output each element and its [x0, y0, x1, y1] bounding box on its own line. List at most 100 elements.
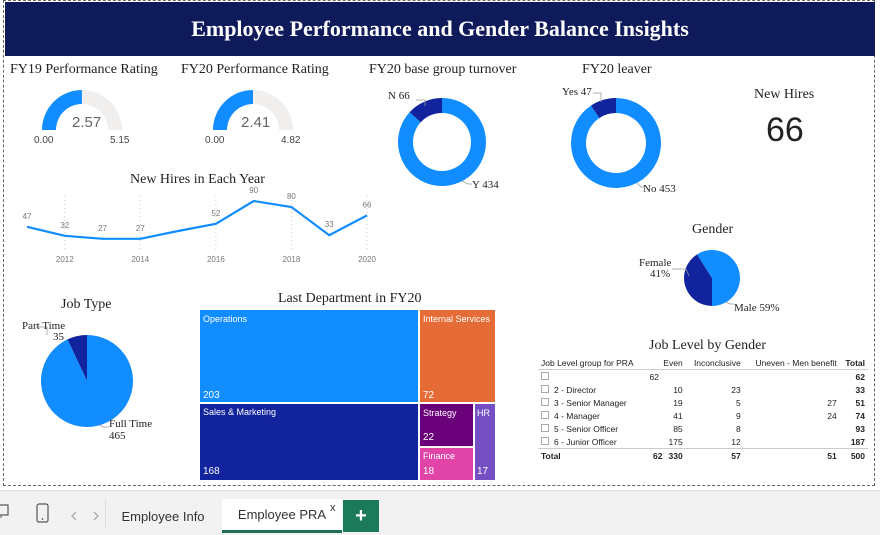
table-cell: 62 — [855, 371, 865, 382]
leaver-donut[interactable] — [571, 92, 661, 188]
table-row: 2 - Director 10 23 33 — [538, 383, 868, 396]
column-header[interactable]: Total — [839, 357, 868, 370]
leader-line — [725, 301, 734, 305]
gauge-fy20[interactable] — [203, 80, 303, 135]
job-type-pie[interactable] — [36, 326, 133, 428]
chevron-left-icon[interactable] — [70, 511, 78, 521]
column-header[interactable]: Uneven - Men benefit — [743, 357, 840, 370]
expand-icon[interactable] — [541, 411, 549, 420]
gender-pie[interactable] — [672, 250, 740, 306]
table-cell — [744, 435, 840, 449]
expand-icon[interactable] — [541, 424, 549, 433]
table-cell: 62 — [649, 371, 659, 382]
new-hires-card-title: New Hires — [754, 87, 815, 102]
turnover-donut[interactable] — [398, 98, 486, 186]
gauge-fill — [213, 90, 253, 130]
add-page-button[interactable]: + — [343, 500, 379, 532]
x-tick-label: 2016 — [207, 255, 225, 264]
tab-employee-info[interactable]: Employee Info — [121, 508, 205, 524]
leader-line — [98, 424, 109, 428]
table-cell: 23 — [731, 384, 741, 395]
table-cell — [744, 370, 840, 384]
expand-icon[interactable] — [541, 437, 549, 446]
treemap-tile-strategy[interactable]: Strategy 22 — [420, 404, 473, 446]
table-total-row: Total 62 330 57 51 500 — [538, 448, 868, 462]
pie-slice-male — [696, 250, 740, 306]
leaver-yes-label: Yes 47 — [562, 86, 592, 98]
column-header[interactable]: Even — [646, 357, 686, 370]
gauge-fy20-title: FY20 Performance Rating — [181, 62, 329, 77]
turnover-title: FY20 base group turnover — [369, 62, 517, 77]
treemap-tile-hr[interactable]: HR 17 — [475, 404, 495, 480]
data-label: 66 — [363, 200, 372, 209]
row-label: 2 - Director — [554, 384, 597, 395]
leader-line — [461, 180, 472, 185]
job-level-title: Job Level by Gender — [649, 338, 767, 353]
table-cell: 74 — [855, 410, 865, 421]
x-tick-label: 2014 — [131, 255, 149, 264]
table-cell: 27 — [827, 397, 837, 408]
table-cell: 175 — [668, 436, 683, 447]
report-canvas: Employee Performance and Gender Balance … — [0, 0, 880, 490]
row-label: 3 - Senior Manager — [554, 397, 627, 408]
donut-slice-n — [409, 98, 442, 123]
table-cell: 187 — [850, 436, 865, 447]
leader-line — [36, 326, 48, 335]
treemap-tile-sales-marketing[interactable]: Sales & Marketing 168 — [200, 404, 418, 480]
leader-line — [672, 268, 690, 277]
chevron-right-icon[interactable] — [92, 511, 100, 521]
data-label: 47 — [23, 212, 32, 221]
row-label: 5 - Senior Officer — [554, 423, 619, 434]
total-even-value: 330 — [668, 450, 683, 461]
gauge-fy20-value: 2.41 — [241, 114, 271, 131]
table-cell — [744, 422, 840, 435]
job-type-part-label: Part Time — [22, 320, 66, 332]
x-tick-label: 2020 — [358, 255, 376, 264]
column-header[interactable]: Inconclusive — [685, 357, 744, 370]
expand-icon[interactable] — [541, 398, 549, 407]
table-cell: 85 — [673, 423, 683, 434]
line-chart-title: New Hires in Each Year — [130, 172, 265, 187]
table-row: 5 - Senior Officer 85 8 93 — [538, 422, 868, 435]
table-cell: 41 — [673, 410, 683, 421]
treemap-value: 203 — [203, 390, 220, 401]
table-cell: 62 330 — [646, 448, 686, 462]
table-cell — [744, 383, 840, 396]
treemap-value: 18 — [423, 466, 435, 477]
job-type-full-label: Full Time — [109, 418, 153, 430]
table-cell: 93 — [855, 423, 865, 434]
donut-slice-yes — [590, 98, 616, 119]
data-label: 27 — [98, 224, 107, 233]
close-tab-icon[interactable]: x — [330, 502, 336, 514]
expand-icon[interactable] — [541, 372, 549, 381]
treemap-tile-finance[interactable]: Finance 18 — [420, 448, 473, 480]
gauge-fy19[interactable] — [32, 80, 132, 135]
desktop-view-icon[interactable] — [0, 504, 12, 520]
treemap-tile-internal-services[interactable]: Internal Services 72 — [420, 310, 495, 402]
turnover-y-label: Y 434 — [472, 179, 499, 191]
mobile-view-icon[interactable] — [36, 503, 50, 523]
leaver-no-label: No 453 — [643, 183, 676, 195]
leader-line — [416, 99, 426, 106]
gauge-fy19-max: 5.15 — [110, 135, 130, 146]
tab-employee-pra[interactable]: Employee PRA — [222, 499, 342, 533]
expand-icon[interactable] — [541, 385, 549, 394]
treemap-tile-operations[interactable]: Operations 203 — [200, 310, 418, 402]
gender-male-label: Male 59% — [734, 302, 780, 314]
table-cell: 57 — [685, 448, 744, 462]
treemap-value: 72 — [423, 390, 435, 401]
table-cell: 9 — [735, 410, 741, 421]
treemap-value: 22 — [423, 432, 435, 443]
new-hires-line-chart[interactable]: 2012 2014 2016 2018 2020 47 32 27 27 52 90 80 33 66 — [0, 0, 880, 490]
table-header-row: Job Level group for PRA Even Inconclusiv… — [538, 357, 868, 370]
table-cell: 19 — [673, 397, 683, 408]
leader-line — [593, 92, 602, 102]
column-header[interactable]: Job Level group for PRA — [538, 357, 647, 370]
table-cell: 5 — [735, 397, 741, 408]
table-cell: 51 — [855, 397, 865, 408]
job-type-part-value: 35 — [53, 331, 64, 343]
treemap-label: HR — [477, 408, 490, 418]
donut-slice-y — [398, 98, 486, 186]
total-blank-value: 62 — [653, 450, 663, 461]
new-hires-card-value: 66 — [766, 111, 804, 149]
